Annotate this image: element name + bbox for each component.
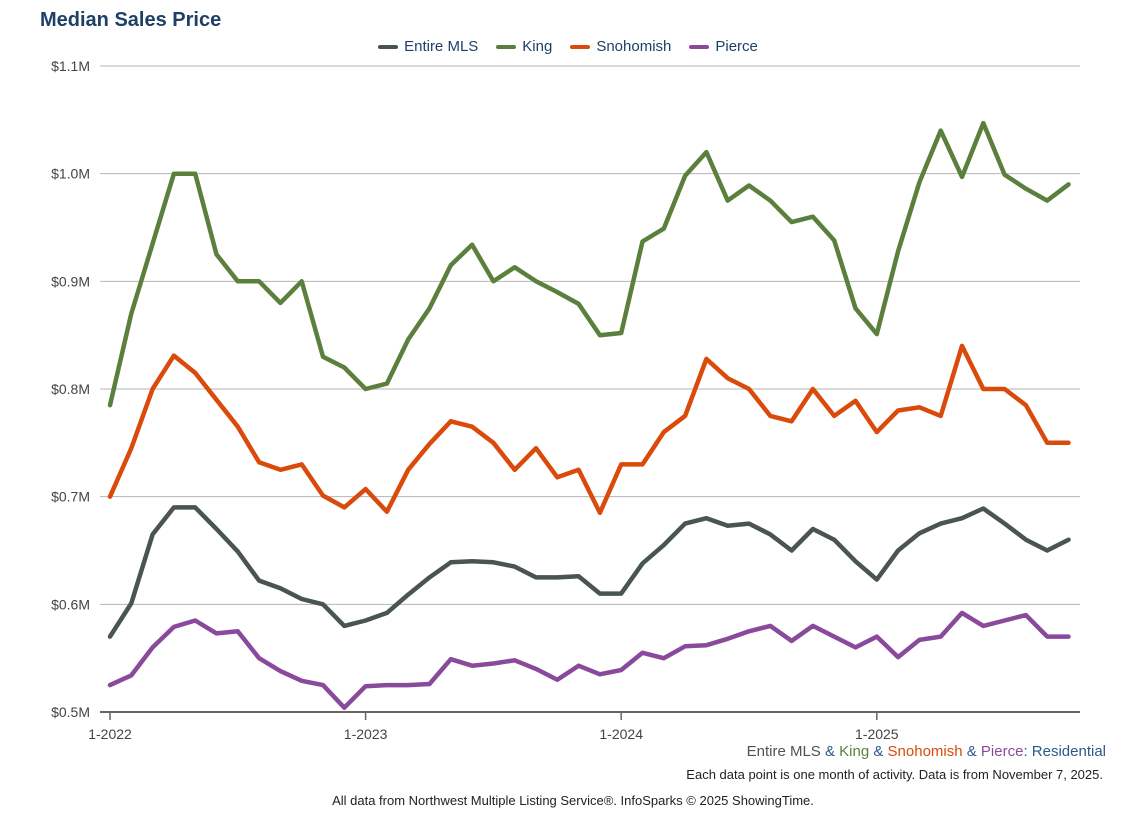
series-line-entire-mls xyxy=(107,505,1071,639)
series-text: & xyxy=(962,743,981,760)
legend-label: Pierce xyxy=(715,38,758,55)
series-text: Pierce xyxy=(980,743,1024,760)
legend-swatch xyxy=(570,44,591,49)
series-text: : Residential xyxy=(1023,743,1106,760)
series-line-pierce xyxy=(107,610,1071,710)
series-text: & xyxy=(869,743,888,760)
x-tick-label: 1-2023 xyxy=(344,726,388,742)
legend-label: Snohomish xyxy=(596,38,672,55)
legend-item-snohomish[interactable]: Snohomish xyxy=(570,38,671,55)
chart-title: Median Sales Price xyxy=(40,9,222,31)
data-note: Each data point is one month of activity… xyxy=(686,767,1103,782)
series-description: Entire MLS & King & Snohomish & Pierce: … xyxy=(747,743,1106,760)
series-text: Entire MLS xyxy=(746,743,821,760)
y-tick-label: $0.5M xyxy=(51,704,90,720)
x-tick-label: 1-2025 xyxy=(855,726,899,742)
legend: Entire MLS King Snohomish Pierce xyxy=(0,38,1136,55)
x-tick-label: 1-2022 xyxy=(88,726,132,742)
legend-swatch xyxy=(378,44,399,49)
legend-item-king[interactable]: King xyxy=(496,38,552,55)
y-tick-label: $0.7M xyxy=(51,489,90,505)
y-tick-label: $0.6M xyxy=(51,596,90,612)
legend-swatch xyxy=(689,44,710,49)
x-tick-label: 1-2024 xyxy=(599,726,643,742)
series-text: King xyxy=(839,743,870,760)
y-tick-label: $1.0M xyxy=(51,166,90,182)
legend-item-entire-mls[interactable]: Entire MLS xyxy=(378,38,478,55)
series-line-king xyxy=(107,120,1071,408)
legend-item-pierce[interactable]: Pierce xyxy=(689,38,758,55)
series-text: & xyxy=(820,743,840,760)
legend-swatch xyxy=(496,44,517,49)
legend-label: King xyxy=(522,38,553,55)
series-text: Snohomish xyxy=(887,743,963,760)
data-credit: All data from Northwest Multiple Listing… xyxy=(332,793,814,808)
y-tick-label: $0.9M xyxy=(51,273,90,289)
series-line-snohomish xyxy=(107,343,1071,516)
y-tick-label: $0.8M xyxy=(51,381,90,397)
legend-label: Entire MLS xyxy=(404,38,479,55)
y-tick-label: $1.1M xyxy=(51,58,90,74)
